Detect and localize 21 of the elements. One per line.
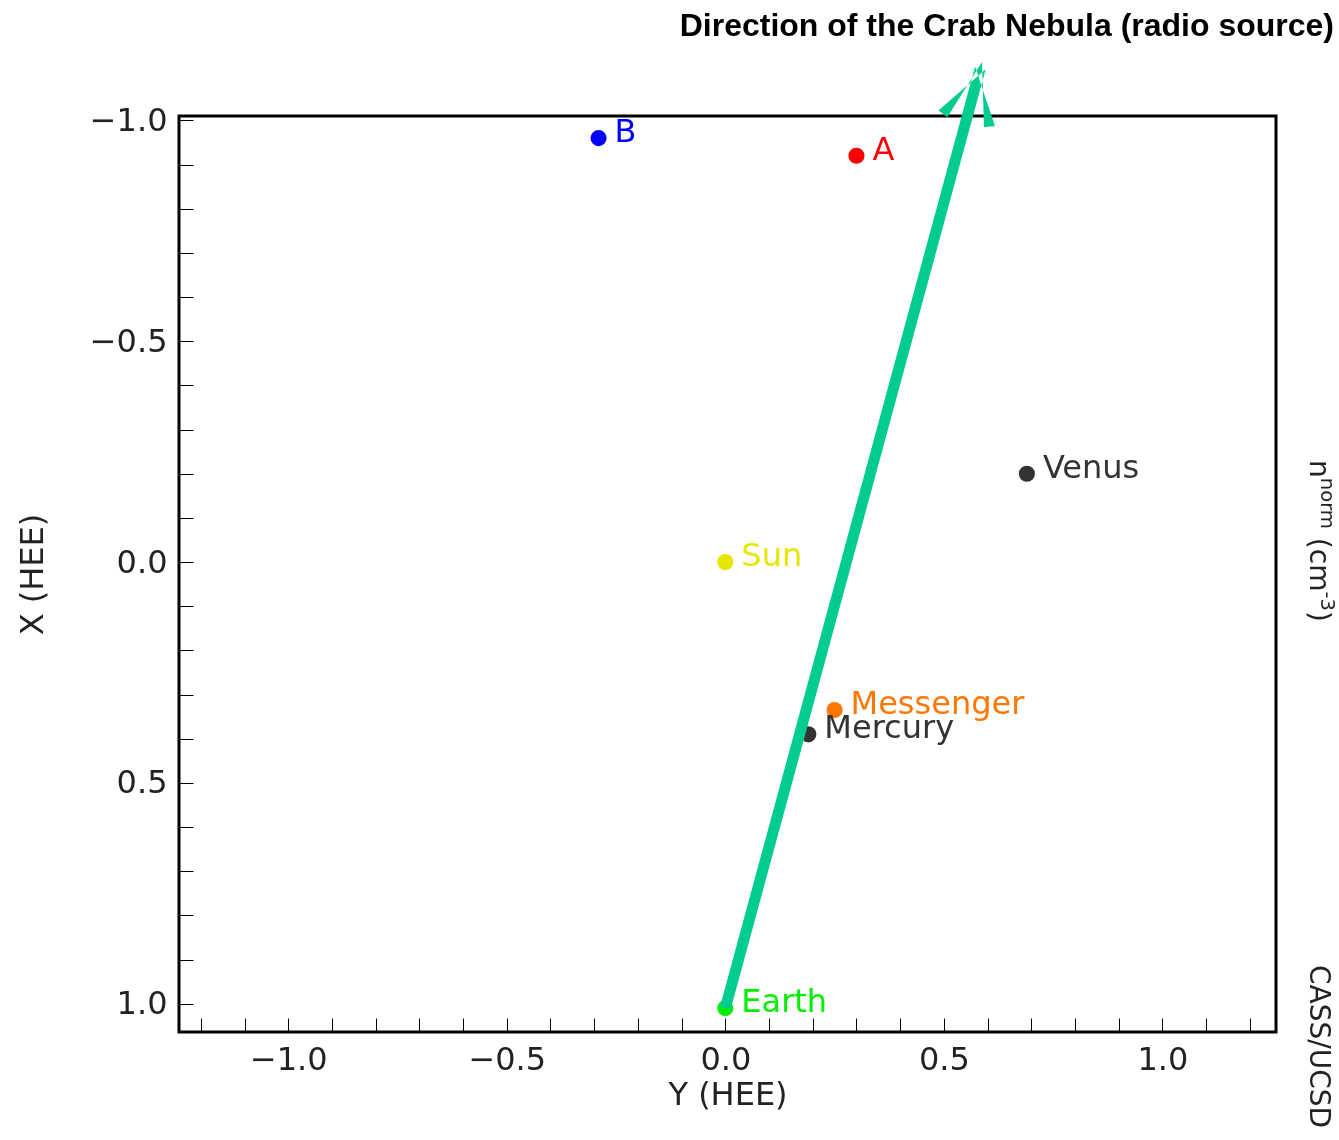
text: CASS/UCSD <box>1303 965 1336 1129</box>
y-tick-label: −0.5 <box>89 321 168 360</box>
x-tick-label: −1.0 <box>249 1039 328 1078</box>
point <box>1018 465 1035 482</box>
point <box>590 130 607 147</box>
series-label: Venus <box>1042 447 1140 486</box>
series-label: A <box>872 129 895 168</box>
y-tick-label: −1.0 <box>89 100 168 139</box>
y-axis-title: X (HEE) <box>12 513 51 636</box>
series-label: Earth <box>741 982 828 1021</box>
point <box>717 554 734 571</box>
series-label: B <box>614 112 637 151</box>
point <box>848 147 865 164</box>
text: Direction of the Crab Nebula (radio source) <box>679 7 1334 43</box>
y-tick-label: 0.5 <box>116 763 168 802</box>
y-tick-label: 0.0 <box>116 542 168 581</box>
x-tick-label: 1.0 <box>1137 1039 1189 1078</box>
y-tick-label: 1.0 <box>116 984 168 1023</box>
x-tick-label: 0.5 <box>918 1039 970 1078</box>
series-label: Sun <box>741 536 803 575</box>
x-tick-label: −0.5 <box>468 1039 547 1078</box>
